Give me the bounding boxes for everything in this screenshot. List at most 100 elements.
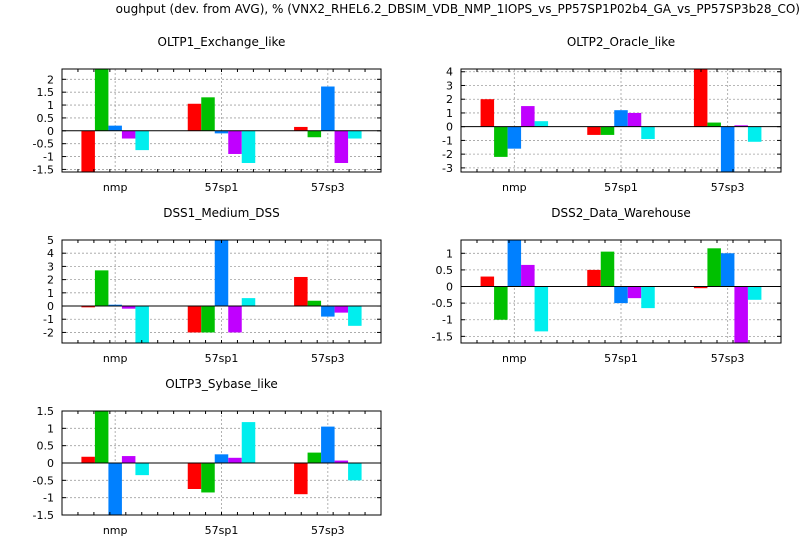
y-tick-label: -1: [442, 134, 453, 147]
y-tick-label: 0: [47, 300, 54, 313]
bar-57sp1-series1: [587, 269, 601, 287]
chart-title: OLTP3_Sybase_like: [165, 377, 278, 391]
bar-nmp-series1: [480, 276, 495, 287]
y-tick-label: -0.5: [432, 297, 453, 310]
bar-57sp3-series5: [348, 463, 362, 481]
bar-57sp3-series5: [747, 286, 762, 300]
x-tick-label: 57sp1: [604, 352, 638, 365]
bar-nmp-series3: [108, 304, 122, 307]
bar-57sp3-series3: [720, 253, 735, 287]
y-tick-label: -1: [442, 314, 453, 327]
bar-57sp3-series2: [307, 300, 322, 307]
bar-57sp1-series2: [201, 306, 215, 333]
y-tick-label: 0: [47, 125, 54, 138]
y-tick-label: -1: [43, 492, 54, 505]
bar-57sp3-series1: [294, 276, 308, 307]
x-tick-label: 57sp1: [604, 181, 638, 194]
bar-57sp1-series4: [627, 286, 642, 299]
page-title-text: oughput (dev. from AVG), % (VNX2_RHEL6.2…: [115, 2, 800, 16]
bar-nmp-series5: [534, 121, 549, 127]
bar-nmp-series4: [121, 306, 136, 309]
bar-nmp-series5: [135, 306, 149, 343]
y-tick-label: 0.5: [37, 440, 55, 453]
bar-57sp3-series4: [334, 460, 349, 463]
bar-nmp-series2: [94, 270, 109, 307]
chart-1: OLTP1_Exchange_like -1.5-1-0.500.511.52 nm…: [33, 35, 382, 194]
y-tick-label: 1.5: [37, 86, 55, 99]
y-tick-label: -1.5: [33, 163, 54, 176]
y-tick-label: 1: [47, 99, 54, 112]
bar-57sp1-series2: [600, 126, 615, 135]
bar-nmp-series4: [121, 130, 136, 139]
bar-nmp-series1: [81, 130, 95, 172]
bar-nmp-series1: [81, 456, 95, 463]
bar-57sp3-series4: [734, 125, 748, 127]
y-tick-label: 0: [446, 281, 453, 294]
chart-5: OLTP3_Sybase_like -1.5 -1 -0.5 0 0.5 1 1.5 nmp 57…: [33, 377, 382, 537]
x-tick-label: 57sp3: [311, 181, 345, 194]
bar-nmp-series1: [81, 306, 95, 308]
y-tick-label: 0.5: [436, 264, 454, 277]
y-tick-label: 2: [47, 274, 54, 287]
bar-57sp3-series3: [321, 306, 335, 317]
y-tick-label: -2: [43, 326, 54, 339]
x-tick-label: 57sp3: [311, 524, 345, 537]
bar-57sp1-series2: [201, 97, 215, 131]
x-tick-label: 57sp3: [311, 352, 345, 365]
bar-57sp1-series5: [641, 286, 655, 309]
y-tick-label: 3: [446, 79, 453, 92]
y-tick-label: 4: [47, 247, 54, 260]
bar-57sp3-series3: [720, 126, 735, 172]
bar-nmp-series5: [135, 130, 149, 151]
bar-57sp3-series2: [707, 248, 721, 287]
x-tick-label: nmp: [502, 181, 527, 194]
x-tick-label: 57sp1: [205, 352, 239, 365]
x-tick-label: nmp: [103, 181, 128, 194]
bar-nmp-series3: [108, 463, 122, 515]
x-tick-label: nmp: [103, 352, 128, 365]
y-tick-label: -0.5: [33, 138, 54, 151]
bar-57sp1-series5: [241, 130, 256, 163]
bar-57sp1-series5: [241, 298, 256, 307]
bar-nmp-series4: [521, 264, 535, 287]
bar-57sp3-series1: [294, 463, 308, 495]
y-tick-label: 1: [446, 247, 453, 260]
chart-title: OLTP2_Oracle_like: [567, 35, 675, 49]
bar-57sp3-series3: [321, 86, 335, 131]
bar-57sp3-series2: [307, 452, 322, 463]
bar-nmp-series2: [94, 69, 109, 131]
x-tick-label: nmp: [502, 352, 527, 365]
y-tick-label: 1: [47, 422, 54, 435]
chart-title: DSS2_Data_Warehouse: [551, 206, 690, 220]
bar-57sp1-series1: [587, 126, 601, 135]
y-tick-label: 0.5: [37, 112, 55, 125]
y-tick-label: -1: [43, 313, 54, 326]
bar-nmp-series5: [135, 463, 149, 476]
x-tick-label: 57sp1: [205, 181, 239, 194]
chart-4: DSS2_Data_Warehouse -1.5 -1 -0.5 0 0.5 1 nmp 57s…: [432, 206, 782, 365]
bar-57sp1-series3: [214, 130, 229, 134]
x-tick-label: nmp: [103, 524, 128, 537]
y-tick-label: 1: [47, 287, 54, 300]
bar-57sp1-series2: [201, 463, 215, 493]
bar-57sp3-series1: [294, 126, 308, 131]
bar-57sp1-series5: [641, 126, 655, 140]
bar-57sp1-series4: [228, 306, 242, 333]
y-tick-label: 2: [446, 93, 453, 106]
bar-57sp1-series3: [214, 454, 229, 463]
x-tick-label: 57sp3: [711, 181, 745, 194]
y-tick-label: 2: [47, 73, 54, 86]
bar-nmp-series2: [94, 411, 109, 463]
bar-57sp3-series1: [693, 69, 708, 127]
bar-nmp-series2: [494, 126, 508, 157]
bar-nmp-series2: [494, 286, 508, 320]
bar-57sp1-series4: [228, 130, 242, 154]
bar-57sp1-series3: [614, 286, 628, 304]
y-tick-label: -3: [442, 162, 453, 175]
bar-57sp3-series5: [348, 130, 362, 139]
y-tick-label: 0: [446, 121, 453, 134]
bar-57sp1-series4: [627, 112, 642, 127]
y-tick-label: 1.5: [37, 405, 55, 418]
